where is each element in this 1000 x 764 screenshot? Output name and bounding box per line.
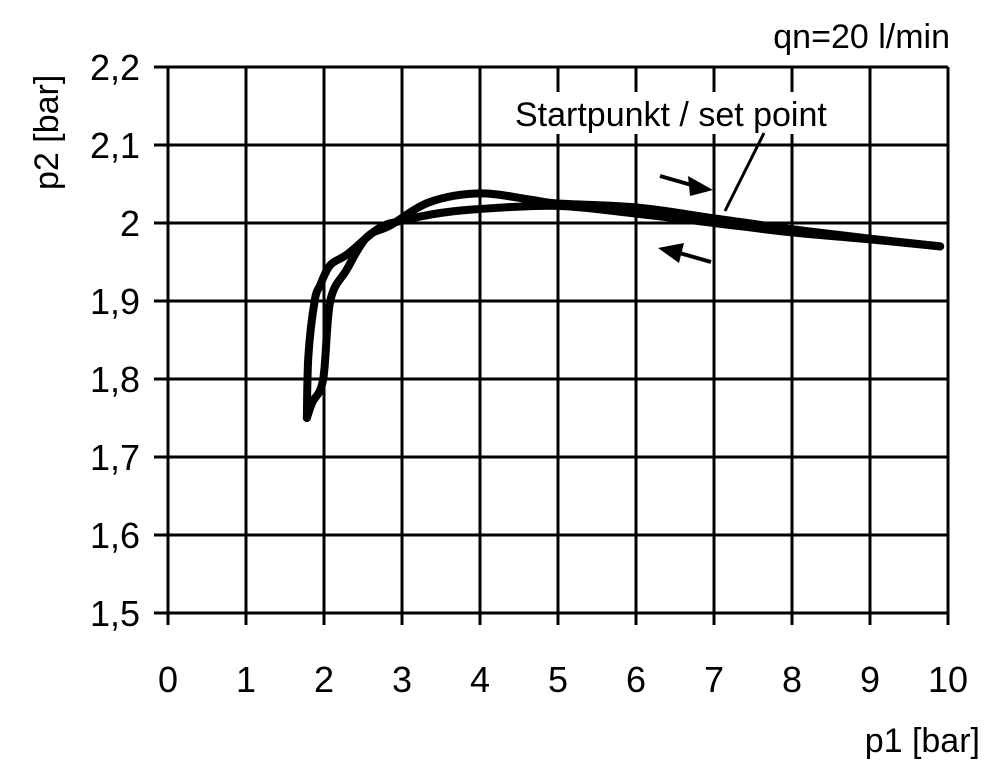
x-tick-label: 7 xyxy=(704,659,724,700)
y-tick-labels: 1,5 1,6 1,7 1,8 1,9 2 2,1 2,2 xyxy=(90,47,140,634)
y-tick-label: 1,5 xyxy=(90,593,140,634)
x-tick-label: 10 xyxy=(928,659,968,700)
x-tick-label: 9 xyxy=(860,659,880,700)
x-tick-label: 5 xyxy=(548,659,568,700)
x-tick-label: 1 xyxy=(236,659,256,700)
y-tick-label: 1,8 xyxy=(90,359,140,400)
y-tick-label: 1,7 xyxy=(90,437,140,478)
set-point-leader-line xyxy=(723,132,766,212)
x-tick-labels: 0 1 2 3 4 5 6 7 8 9 10 xyxy=(158,659,968,700)
y-tick-label: 2,1 xyxy=(90,125,140,166)
arrow-decreasing xyxy=(658,243,712,264)
y-axis-label: p2 [bar] xyxy=(28,75,66,190)
x-tick-label: 0 xyxy=(158,659,178,700)
x-axis-label: p1 [bar] xyxy=(865,722,980,760)
set-point-label-bg xyxy=(510,92,865,134)
curve-decreasing xyxy=(302,201,945,422)
y-tick-label: 1,9 xyxy=(90,281,140,322)
y-tick-label: 2 xyxy=(120,203,140,244)
x-tick-label: 6 xyxy=(626,659,646,700)
x-tick-label: 3 xyxy=(392,659,412,700)
curves xyxy=(302,189,945,422)
x-tick-label: 8 xyxy=(782,659,802,700)
arrow-increasing xyxy=(659,174,713,196)
y-tick-label: 2,2 xyxy=(90,47,140,88)
y-tick-label: 1,6 xyxy=(90,515,140,556)
flow-annotation: qn=20 l/min xyxy=(773,18,950,56)
x-tick-label: 4 xyxy=(470,659,490,700)
grid xyxy=(154,65,950,625)
set-point-annotation: Startpunkt / set point xyxy=(515,96,827,134)
x-tick-label: 2 xyxy=(314,659,334,700)
